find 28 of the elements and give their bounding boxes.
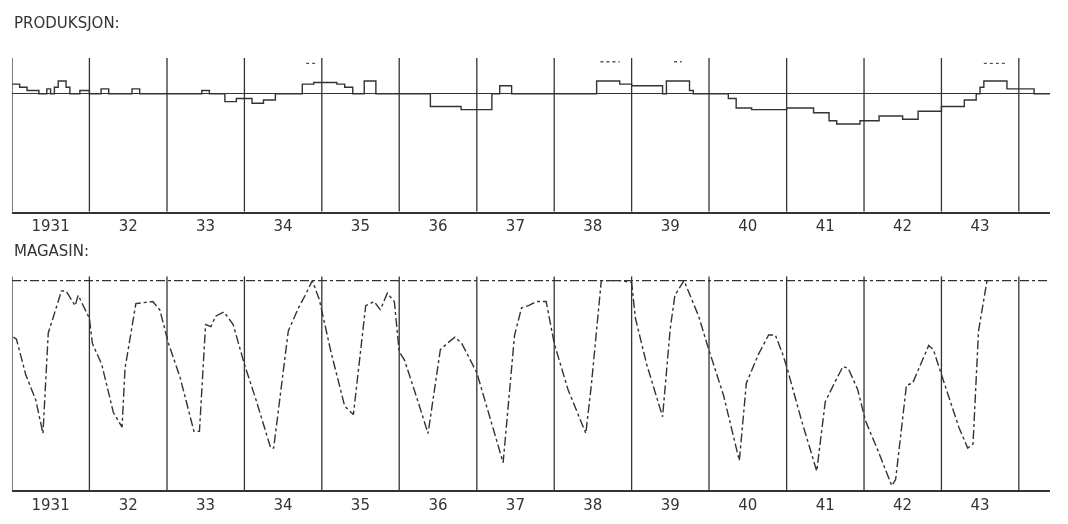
x-tick-label: 34 <box>273 217 293 236</box>
x-tick-label: 39 <box>660 217 680 236</box>
x-tick-label: 39 <box>660 495 680 514</box>
x-tick-label: 41 <box>815 495 835 514</box>
chart-title: MAGASIN: <box>14 242 90 260</box>
x-tick-label: 42 <box>893 495 913 514</box>
x-tick-label: 33 <box>196 217 216 236</box>
x-tick-label: 36 <box>428 217 448 236</box>
x-tick-label: 37 <box>505 495 525 514</box>
x-tick-label: 36 <box>428 495 448 514</box>
x-tick-label: 43 <box>970 217 990 236</box>
x-tick-label: 38 <box>583 217 603 236</box>
chart-title: PRODUKSJON: <box>14 14 120 32</box>
x-tick-label: 41 <box>815 217 835 236</box>
x-tick-label: 33 <box>196 495 216 514</box>
x-tick-label: 38 <box>583 495 603 514</box>
x-tick-label: 42 <box>893 217 913 236</box>
x-tick-label: 43 <box>970 495 990 514</box>
x-tick-label: 32 <box>118 495 138 514</box>
x-tick-label: 34 <box>273 495 293 514</box>
x-tick-label: 1931 <box>31 217 70 236</box>
x-tick-label: 1931 <box>31 495 70 514</box>
x-tick-label: 40 <box>738 495 758 514</box>
x-tick-label: 35 <box>350 495 370 514</box>
x-tick-label: 40 <box>738 217 758 236</box>
x-tick-label: 37 <box>505 217 525 236</box>
x-tick-label: 32 <box>118 217 138 236</box>
x-tick-label: 35 <box>350 217 370 236</box>
